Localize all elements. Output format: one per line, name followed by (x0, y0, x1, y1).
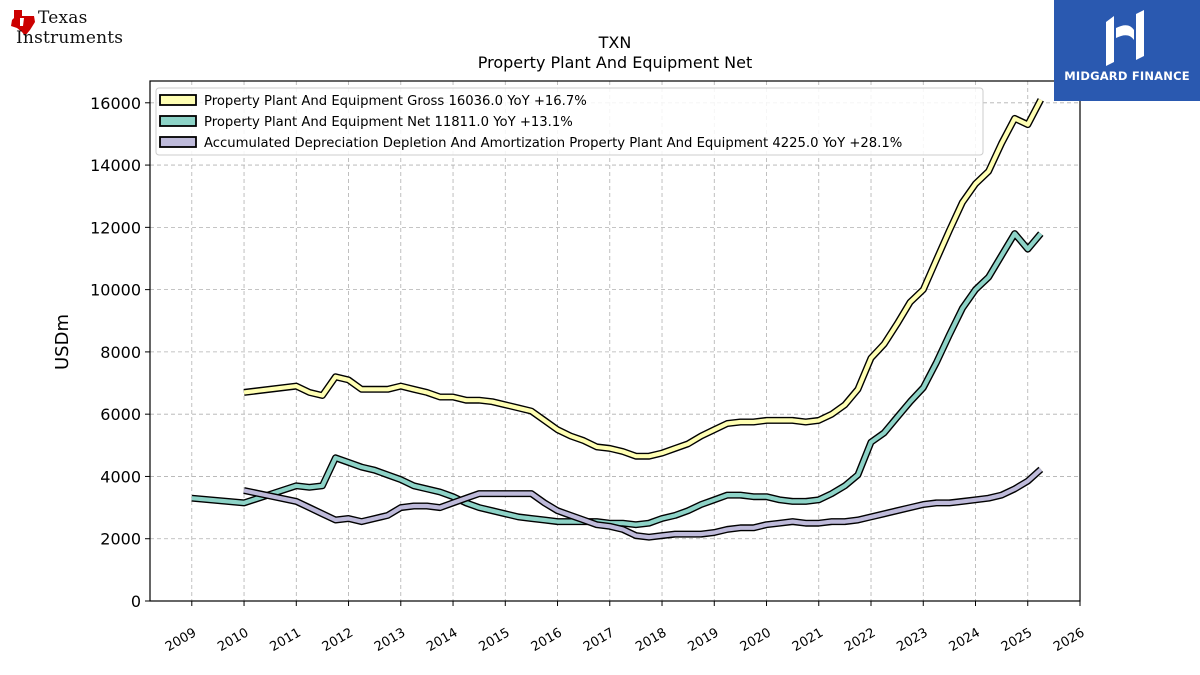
x-tick-label: 2013 (372, 625, 408, 655)
x-tick-label: 2025 (999, 625, 1035, 655)
x-tick-label: 2018 (633, 625, 669, 655)
x-axis-ticks: 2009 2010 2011 2012 2013 2014 2015 2016 2017 2018… (163, 601, 1087, 655)
x-tick-label: 2014 (424, 625, 460, 655)
legend-label-1: Property Plant And Equipment Gross 16036… (204, 94, 587, 109)
ti-logo-line1: Texas (38, 8, 88, 28)
x-tick-label: 2016 (529, 625, 565, 655)
midgard-emblem-icon (1106, 10, 1144, 66)
y-tick-label: 6000 (100, 405, 141, 424)
x-tick-label: 2023 (894, 625, 930, 655)
x-tick-label: 2026 (1051, 625, 1087, 655)
x-tick-label: 2020 (738, 625, 774, 655)
chart-subtitle: Property Plant And Equipment Net (478, 53, 753, 72)
y-tick-label: 8000 (100, 343, 141, 362)
ti-state-icon (11, 10, 35, 36)
plot-frame (149, 80, 1081, 602)
y-tick-label: 4000 (100, 467, 141, 486)
x-tick-label: 2019 (685, 625, 721, 655)
y-tick-label: 10000 (90, 281, 141, 300)
legend-label-3: Accumulated Depreciation Depletion And A… (204, 136, 902, 151)
legend-swatch-1 (159, 94, 197, 106)
chart-title: TXN (598, 33, 632, 52)
y-axis-ticks: 0 2000 4000 6000 8000 10000 12000 14000 16000 (90, 94, 150, 611)
x-tick-label: 2024 (947, 625, 983, 655)
x-tick-label: 2012 (320, 625, 356, 655)
y-tick-label: 0 (131, 592, 141, 611)
legend-box (155, 87, 984, 156)
x-tick-label: 2017 (581, 625, 617, 655)
series-lines (191, 98, 1044, 541)
x-tick-label: 2022 (842, 625, 878, 655)
y-tick-label: 14000 (90, 156, 141, 175)
legend-swatch-2 (159, 115, 197, 127)
y-tick-label: 12000 (90, 218, 141, 237)
x-tick-label: 2011 (267, 625, 303, 655)
texas-instruments-logo: Texas Instruments (8, 6, 143, 54)
series-outline-2 (191, 230, 1044, 529)
legend-swatch-3 (159, 136, 197, 148)
ti-logo-line2: Instruments (16, 28, 124, 48)
x-tick-label: 2010 (215, 625, 251, 655)
x-tick-label: 2009 (163, 625, 199, 655)
y-axis-label: USDm (52, 314, 73, 370)
x-tick-label: 2021 (790, 625, 826, 655)
midgard-finance-logo: MIDGARD FINANCE (1054, 0, 1200, 101)
y-tick-label: 2000 (100, 530, 141, 549)
x-tick-label: 2015 (476, 625, 512, 655)
series-line-3 (243, 467, 1043, 540)
legend-label-2: Property Plant And Equipment Net 11811.0… (204, 115, 573, 130)
legend: Property Plant And Equipment Gross 16036… (155, 87, 984, 156)
midgard-finance-text: MIDGARD FINANCE (1064, 69, 1190, 83)
series-line-1 (243, 98, 1043, 459)
series-line-2 (191, 231, 1043, 527)
y-tick-label: 16000 (90, 94, 141, 113)
